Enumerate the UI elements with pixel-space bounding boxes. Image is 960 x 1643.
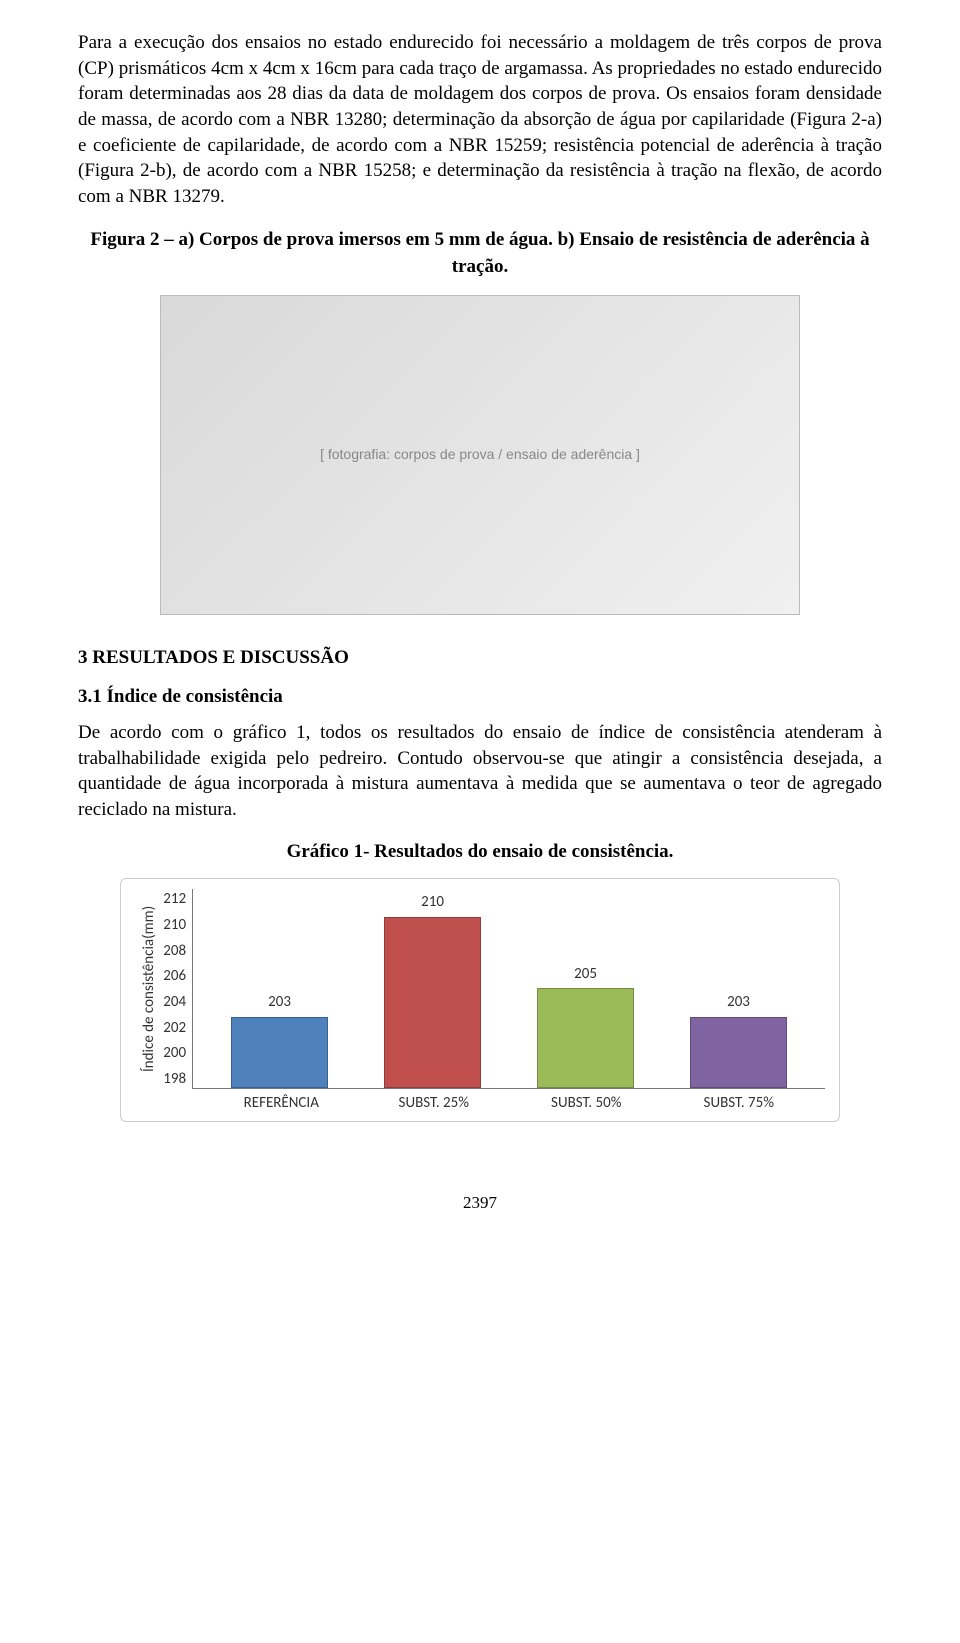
chart1-bar-slot: 203 — [212, 889, 347, 1088]
chart1-ytick: 208 — [163, 941, 186, 961]
chart1-bar-value: 203 — [268, 992, 291, 1012]
section-3-1-heading: 3.1 Índice de consistência — [78, 684, 882, 710]
chart1-caption: Gráfico 1- Resultados do ensaio de consi… — [78, 839, 882, 865]
chart1-ytick: 206 — [163, 966, 186, 986]
chart1-bar-slot: 203 — [671, 889, 806, 1088]
chart1-ytick: 204 — [163, 992, 186, 1012]
chart1-ytick: 210 — [163, 915, 186, 935]
chart1-xlabels: REFERÊNCIA SUBST. 25% SUBST. 50% SUBST. 75% — [195, 1089, 825, 1113]
chart1-xaxis-spacer1 — [135, 1089, 159, 1113]
chart1-plot: 203 210 205 203 — [192, 889, 825, 1089]
chart1-xlabel: SUBST. 25% — [367, 1093, 501, 1113]
chart1-xaxis-spacer2 — [159, 1089, 195, 1113]
chart1-ylabel: Índice de consistência(mm) — [135, 889, 163, 1089]
paragraph-methods: Para a execução dos ensaios no estado en… — [78, 30, 882, 209]
page-number: 2397 — [78, 1192, 882, 1215]
chart1-bar-slot: 210 — [365, 889, 500, 1088]
chart1-xaxis: REFERÊNCIA SUBST. 25% SUBST. 50% SUBST. 75% — [135, 1089, 825, 1113]
chart1-ytick: 212 — [163, 889, 186, 909]
chart1-xlabel: REFERÊNCIA — [214, 1093, 348, 1113]
chart1-bar-value: 203 — [727, 992, 750, 1012]
chart1-xlabel: SUBST. 75% — [672, 1093, 806, 1113]
paragraph-results: De acordo com o gráfico 1, todos os resu… — [78, 720, 882, 823]
chart1-frame: Índice de consistência(mm) 2122102082062… — [120, 878, 840, 1122]
chart1-ytick: 200 — [163, 1043, 186, 1063]
chart1-ytick: 202 — [163, 1018, 186, 1038]
chart1-bar-slot: 205 — [518, 889, 653, 1088]
chart1-body: Índice de consistência(mm) 2122102082062… — [135, 889, 825, 1089]
chart1-bar — [537, 988, 634, 1088]
section-3-heading: 3 RESULTADOS E DISCUSSÃO — [78, 645, 882, 671]
chart1-bar — [231, 1017, 328, 1088]
figure2-photo: [ fotografia: corpos de prova / ensaio d… — [160, 295, 800, 615]
chart1-ytick: 198 — [163, 1069, 186, 1089]
figure2-caption: Figura 2 – a) Corpos de prova imersos em… — [78, 227, 882, 280]
chart1-yaxis: 212 210 208 206 204 202 200 198 — [163, 889, 192, 1089]
chart1-xlabel: SUBST. 50% — [519, 1093, 653, 1113]
chart1-bar — [384, 917, 481, 1088]
chart1-bar-value: 205 — [574, 964, 597, 984]
chart1-bar — [690, 1017, 787, 1088]
chart1-bar-value: 210 — [421, 892, 444, 912]
